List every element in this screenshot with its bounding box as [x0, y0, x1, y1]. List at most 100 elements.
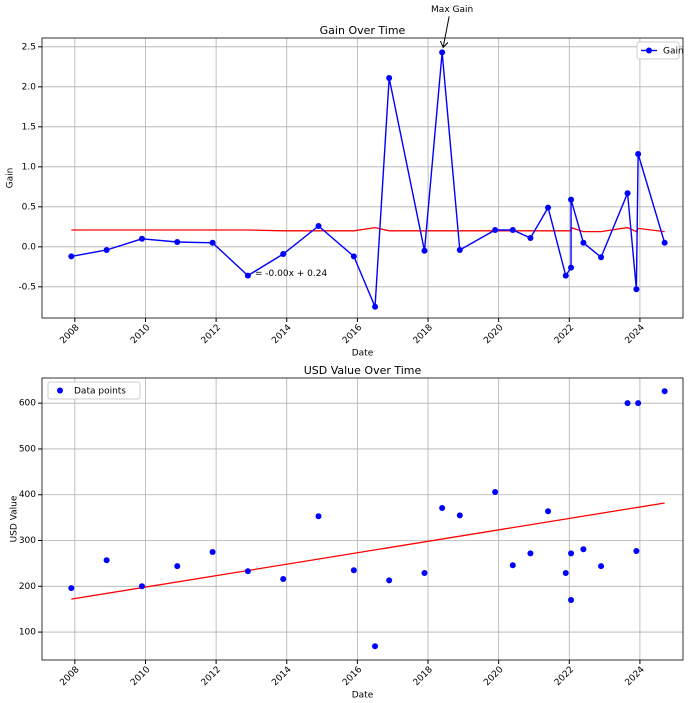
data-point: [372, 643, 379, 650]
data-point: [439, 49, 446, 56]
x-tick-label: 2008: [58, 323, 81, 346]
y-tick-label: 300: [19, 536, 36, 546]
y-tick-label: 500: [19, 444, 36, 454]
data-point: [209, 548, 216, 555]
x-tick-label: 2016: [341, 665, 364, 688]
annotation-arrow: [443, 16, 450, 47]
data-point: [138, 583, 145, 590]
y-tick-label: 0.5: [22, 202, 36, 212]
data-point: [209, 239, 216, 246]
trend-line: [71, 502, 665, 600]
data-point: [562, 570, 569, 577]
data-point: [580, 546, 587, 553]
y-axis-label: Gain: [6, 168, 16, 189]
data-point: [568, 597, 575, 604]
data-line: [71, 52, 666, 308]
data-point: [244, 272, 251, 279]
x-tick-label: 2008: [58, 665, 81, 688]
data-point: [439, 505, 446, 512]
data-point: [661, 239, 668, 246]
x-tick-label: 2024: [624, 323, 647, 346]
data-point: [635, 400, 642, 407]
y-tick-label: 400: [19, 490, 36, 500]
data-point: [562, 272, 569, 279]
x-tick-label: 2012: [200, 665, 223, 688]
x-axis-label: Date: [352, 691, 374, 701]
data-point: [492, 488, 499, 495]
chart-title: USD Value Over Time: [304, 364, 422, 377]
data-point: [633, 286, 640, 293]
y-tick-label: -0.5: [18, 282, 36, 292]
data-point: [545, 508, 552, 515]
x-tick-label: 2010: [129, 665, 152, 688]
data-point: [580, 239, 587, 246]
data-point: [509, 227, 516, 233]
data-point: [244, 568, 251, 575]
data-point: [456, 247, 463, 253]
x-tick-label: 2014: [270, 665, 293, 688]
annotation: Max Gain: [431, 5, 473, 15]
y-tick-label: 600: [19, 399, 36, 409]
y-tick-label: 1.5: [22, 122, 36, 132]
data-point: [635, 151, 642, 157]
data-point: [568, 264, 575, 271]
x-tick-label: 2014: [270, 323, 293, 346]
data-point: [386, 75, 393, 81]
x-tick-label: 2018: [412, 323, 435, 346]
legend-box: [636, 41, 680, 60]
data-point: [68, 253, 75, 260]
data-point: [633, 548, 640, 555]
data-point: [68, 585, 75, 592]
data-point: [545, 204, 552, 211]
x-tick-label: 2022: [553, 665, 576, 688]
legend-marker: [57, 387, 63, 394]
x-tick-label: 2016: [341, 323, 364, 346]
data-point: [103, 247, 110, 253]
data-point: [350, 253, 357, 260]
equation: = -0.00x + 0.24: [255, 269, 328, 279]
legend-box: [47, 381, 141, 400]
data-point: [527, 550, 534, 557]
data-point: [598, 563, 605, 570]
data-point: [509, 562, 516, 569]
y-tick-label: 2.0: [22, 82, 37, 92]
data-point: [386, 577, 393, 584]
x-tick-label: 2022: [553, 323, 576, 346]
data-point: [350, 567, 357, 574]
y-tick-label: 2.5: [22, 42, 36, 52]
data-point: [138, 235, 145, 242]
plot-frame: [41, 377, 684, 661]
data-point: [527, 235, 534, 241]
data-point: [456, 512, 463, 519]
data-point: [568, 196, 575, 203]
y-tick-label: 200: [19, 582, 36, 592]
data-point: [372, 303, 379, 310]
data-point: [280, 575, 287, 582]
legend-label: Gain: [663, 47, 684, 57]
data-point: [568, 550, 575, 557]
data-point: [624, 400, 631, 407]
data-point: [661, 388, 668, 395]
x-tick-label: 2020: [482, 323, 505, 346]
data-point: [103, 557, 110, 564]
data-point: [421, 570, 428, 577]
y-tick-label: 100: [19, 628, 36, 638]
data-point: [315, 223, 322, 229]
y-tick-label: 0.0: [22, 242, 37, 252]
x-tick-label: 2024: [624, 665, 647, 688]
x-tick-label: 2018: [412, 665, 435, 688]
x-tick-label: 2012: [200, 323, 223, 346]
legend-label: Data points: [74, 387, 126, 397]
data-point: [624, 190, 631, 197]
data-point: [421, 247, 428, 254]
chart-title: Gain Over Time: [320, 24, 406, 37]
data-point: [492, 227, 499, 233]
y-tick-label: 1.0: [22, 162, 37, 172]
data-point: [280, 251, 287, 257]
plot-frame: [41, 37, 684, 319]
trend-line: [71, 226, 665, 233]
x-axis-label: Date: [352, 349, 374, 359]
y-axis-label: USD Value: [10, 495, 20, 542]
data-point: [174, 563, 181, 570]
